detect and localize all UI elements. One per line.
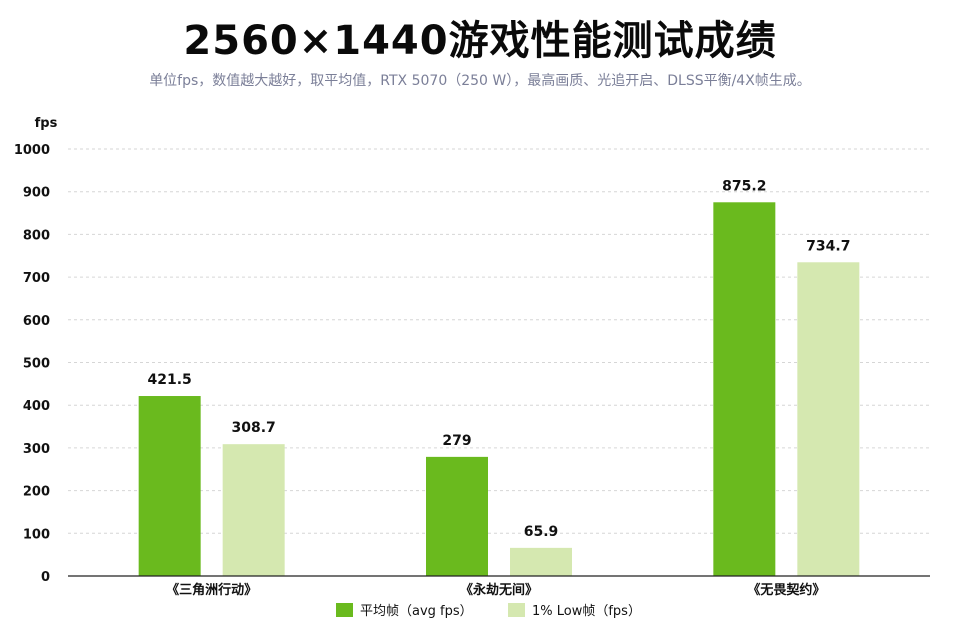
y-tick-label: 600 [23, 314, 50, 329]
bar-value-label: 279 [442, 433, 471, 449]
bars [138, 202, 860, 576]
y-tick-label: 800 [23, 228, 50, 243]
bar-low [797, 262, 860, 576]
legend-label: 平均帧（avg fps） [360, 604, 473, 619]
y-tick-label: 900 [23, 186, 50, 201]
bar-value-label: 734.7 [806, 238, 850, 254]
y-tick-label: 0 [41, 570, 50, 585]
bar-value-label: 65.9 [524, 524, 559, 540]
bar-avg [426, 456, 488, 576]
legend: 平均帧（avg fps） 1% Low帧（fps） [336, 603, 641, 619]
y-axis-ticks: 0 100 200 300 400 500 600 700 800 900 1000 [14, 143, 50, 585]
category-labels: 《三角洲行动》 《永劫无间》 《无畏契约》 [166, 582, 825, 598]
bar-avg [713, 202, 776, 576]
bar-value-label: 308.7 [232, 420, 276, 436]
y-axis-unit-label: fps [35, 116, 58, 131]
chart-title: 2560×1440游戏性能测试成绩 [183, 18, 777, 64]
bar-low [222, 444, 285, 576]
x-category-label: 《三角洲行动》 [166, 582, 257, 598]
y-tick-label: 500 [23, 357, 50, 372]
legend-label: 1% Low帧（fps） [532, 604, 641, 619]
y-tick-label: 700 [23, 271, 50, 286]
y-tick-label: 400 [23, 399, 50, 414]
bar-value-label: 421.5 [148, 372, 192, 388]
bar-low [510, 547, 572, 576]
legend-swatch [508, 603, 525, 617]
legend-swatch [336, 603, 353, 617]
bar-value-label: 875.2 [722, 178, 766, 194]
x-category-label: 《永劫无间》 [460, 582, 538, 598]
y-tick-label: 100 [23, 527, 50, 542]
y-tick-label: 200 [23, 485, 50, 500]
y-tick-label: 1000 [14, 143, 50, 158]
bar-avg [138, 396, 201, 576]
value-labels: 421.5 308.7 279 65.9 875.2 734.7 [148, 178, 851, 540]
x-category-label: 《无畏契约》 [747, 582, 825, 598]
y-tick-label: 300 [23, 442, 50, 457]
chart-subtitle: 单位fps，数值越大越好，取平均值，RTX 5070（250 W），最高画质、光… [149, 73, 811, 89]
